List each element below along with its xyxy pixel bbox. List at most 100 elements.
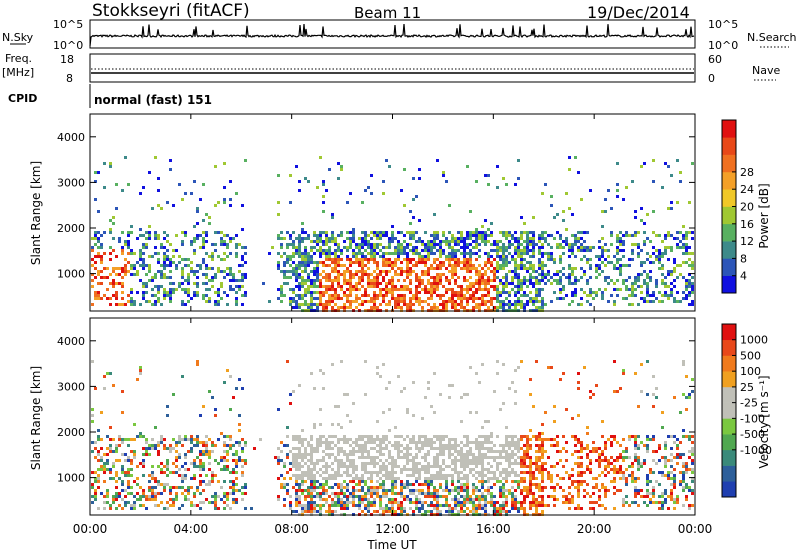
heatmap-cell [307, 504, 310, 507]
heatmap-cell [412, 234, 415, 237]
heatmap-cell [94, 297, 97, 300]
heatmap-cell [448, 246, 451, 249]
heatmap-cell [100, 459, 103, 462]
heatmap-cell [388, 507, 391, 510]
heatmap-cell [577, 489, 580, 492]
heatmap-cell [430, 492, 433, 495]
heatmap-cell [436, 234, 439, 237]
heatmap-cell [289, 201, 292, 204]
heatmap-cell [430, 441, 433, 444]
heatmap-cell [154, 156, 157, 159]
heatmap-cell [253, 447, 256, 450]
heatmap-cell [109, 507, 112, 510]
heatmap-cell [226, 303, 229, 306]
heatmap-cell [523, 231, 526, 234]
heatmap-cell [421, 435, 424, 438]
heatmap-cell [478, 489, 481, 492]
heatmap-cell [607, 459, 610, 462]
heatmap-cell [334, 249, 337, 252]
heatmap-cell [301, 237, 304, 240]
heatmap-cell [412, 465, 415, 468]
heatmap-cell [454, 291, 457, 294]
heatmap-cell [442, 300, 445, 303]
heatmap-cell [682, 243, 685, 246]
heatmap-cell [454, 438, 457, 441]
heatmap-cell [181, 480, 184, 483]
heatmap-cell [334, 303, 337, 306]
heatmap-cell [358, 270, 361, 273]
heatmap-cell [523, 435, 526, 438]
heatmap-cell [232, 459, 235, 462]
heatmap-cell [574, 279, 577, 282]
heatmap-cell [532, 303, 535, 306]
heatmap-cell [547, 258, 550, 261]
heatmap-cell [334, 504, 337, 507]
heatmap-cell [469, 276, 472, 279]
heatmap-cell [538, 258, 541, 261]
heatmap-cell [625, 447, 628, 450]
heatmap-cell [361, 495, 364, 498]
heatmap-cell [151, 255, 154, 258]
heatmap-cell [418, 483, 421, 486]
heatmap-cell [412, 414, 415, 417]
heatmap-cell [469, 267, 472, 270]
heatmap-cell [547, 474, 550, 477]
heatmap-cell [130, 492, 133, 495]
heatmap-cell [502, 258, 505, 261]
heatmap-cell [214, 492, 217, 495]
heatmap-cell [394, 435, 397, 438]
heatmap-cell [514, 453, 517, 456]
heatmap-cell [127, 456, 130, 459]
heatmap-cell [601, 435, 604, 438]
heatmap-cell [274, 456, 277, 459]
heatmap-cell [517, 297, 520, 300]
heatmap-cell [307, 288, 310, 291]
heatmap-cell [235, 234, 238, 237]
heatmap-cell [181, 492, 184, 495]
heatmap-cell [460, 294, 463, 297]
heatmap-cell [490, 300, 493, 303]
heatmap-cell [466, 492, 469, 495]
heatmap-cell [622, 501, 625, 504]
heatmap-cell [460, 501, 463, 504]
heatmap-cell [121, 498, 124, 501]
heatmap-cell [100, 255, 103, 258]
heatmap-cell [277, 237, 280, 240]
heatmap-cell [634, 435, 637, 438]
heatmap-cell [352, 501, 355, 504]
heatmap-cell [583, 270, 586, 273]
heatmap-cell [397, 279, 400, 282]
heatmap-cell [295, 246, 298, 249]
heatmap-cell [322, 471, 325, 474]
heatmap-cell [319, 438, 322, 441]
heatmap-cell [373, 489, 376, 492]
heatmap-cell [532, 231, 535, 234]
heatmap-cell [406, 246, 409, 249]
heatmap-cell [154, 303, 157, 306]
heatmap-cell [526, 237, 529, 240]
heatmap-cell [634, 231, 637, 234]
heatmap-cell [133, 495, 136, 498]
heatmap-cell [463, 255, 466, 258]
heatmap-cell [658, 501, 661, 504]
heatmap-cell [460, 246, 463, 249]
heatmap-cell [163, 444, 166, 447]
heatmap-cell [418, 489, 421, 492]
heatmap-cell [487, 456, 490, 459]
heatmap-cell [493, 270, 496, 273]
heatmap-cell [298, 237, 301, 240]
heatmap-cell [337, 294, 340, 297]
heatmap-cell [658, 258, 661, 261]
heatmap-cell [178, 441, 181, 444]
heatmap-cell [202, 462, 205, 465]
heatmap-cell [493, 450, 496, 453]
heatmap-cell [358, 282, 361, 285]
heatmap-cell [142, 264, 145, 267]
heatmap-cell [547, 477, 550, 480]
heatmap-cell [364, 294, 367, 297]
heatmap-cell [427, 465, 430, 468]
heatmap-cell [169, 444, 172, 447]
heatmap-cell [652, 486, 655, 489]
heatmap-cell [391, 462, 394, 465]
heatmap-cell [598, 258, 601, 261]
